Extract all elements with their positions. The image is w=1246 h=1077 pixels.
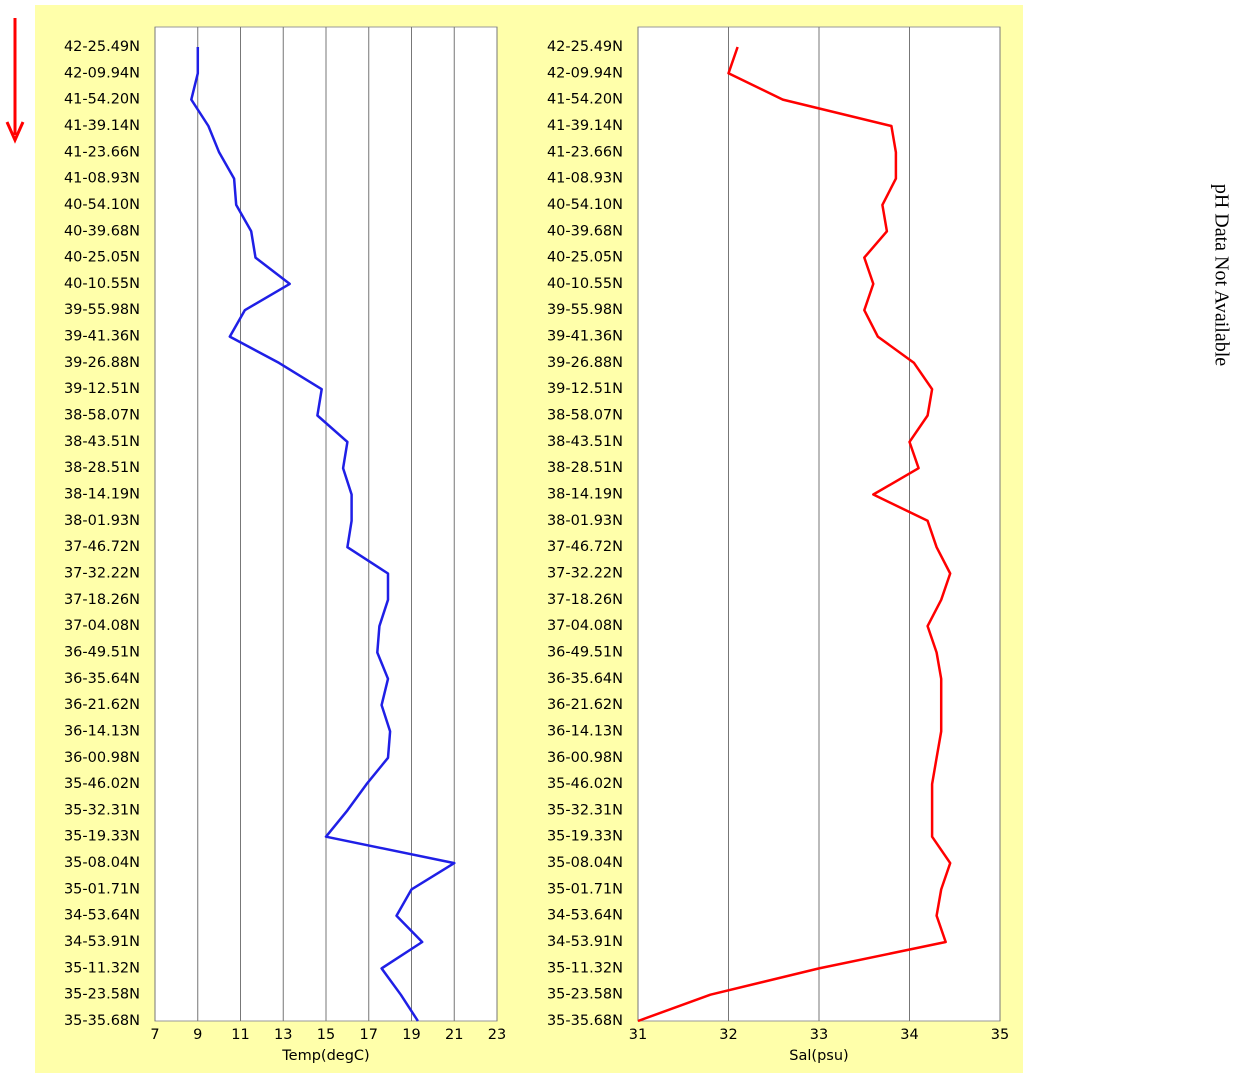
y-tick-label: 35-23.58N bbox=[547, 987, 623, 1003]
y-tick-label: 40-10.55N bbox=[547, 276, 623, 292]
y-tick-label: 42-25.49N bbox=[64, 39, 140, 55]
x-tick-label: 21 bbox=[445, 1027, 463, 1043]
y-tick-label: 40-25.05N bbox=[64, 250, 140, 266]
y-tick-label: 40-39.68N bbox=[64, 223, 140, 239]
y-tick-label: 41-39.14N bbox=[547, 118, 623, 134]
x-axis-title: Sal(psu) bbox=[789, 1048, 848, 1064]
x-axis-title: Temp(degC) bbox=[281, 1048, 369, 1064]
x-tick-label: 19 bbox=[402, 1027, 420, 1043]
y-tick-label: 34-53.64N bbox=[64, 908, 140, 924]
y-tick-label: 37-04.08N bbox=[64, 618, 140, 634]
y-tick-label: 42-09.94N bbox=[547, 65, 623, 81]
x-tick-label: 7 bbox=[150, 1027, 159, 1043]
y-tick-label: 36-00.98N bbox=[547, 750, 623, 766]
y-tick-label: 35-11.32N bbox=[547, 960, 623, 976]
y-tick-label: 37-18.26N bbox=[547, 592, 623, 608]
data-line bbox=[637, 46, 952, 1023]
y-tick-label: 36-00.98N bbox=[64, 750, 140, 766]
y-tick-label: 34-53.64N bbox=[547, 908, 623, 924]
y-tick-label: 39-41.36N bbox=[64, 329, 140, 345]
y-tick-label: 35-46.02N bbox=[64, 776, 140, 792]
y-tick-label: 40-54.10N bbox=[547, 197, 623, 213]
y-tick-label: 38-14.19N bbox=[547, 487, 623, 503]
y-tick-label: 34-53.91N bbox=[547, 934, 623, 950]
y-tick-label: 35-32.31N bbox=[547, 802, 623, 818]
y-tick-label: 38-28.51N bbox=[64, 460, 140, 476]
x-tick-label: 11 bbox=[231, 1027, 249, 1043]
x-tick-label: 13 bbox=[274, 1027, 292, 1043]
y-tick-label: 35-01.71N bbox=[547, 881, 623, 897]
x-tick-label: 23 bbox=[488, 1027, 506, 1043]
y-tick-label: 35-08.04N bbox=[547, 855, 623, 871]
y-tick-label: 37-32.22N bbox=[64, 565, 140, 581]
direction-arrow-head bbox=[5, 121, 25, 144]
y-tick-label: 39-12.51N bbox=[64, 381, 140, 397]
x-tick-label: 9 bbox=[193, 1027, 202, 1043]
y-tick-label: 38-14.19N bbox=[64, 487, 140, 503]
y-tick-label: 35-35.68N bbox=[64, 1013, 140, 1029]
y-tick-label: 38-58.07N bbox=[547, 408, 623, 424]
y-tick-label: 36-21.62N bbox=[547, 697, 623, 713]
y-tick-label: 35-08.04N bbox=[64, 855, 140, 871]
y-tick-label: 42-09.94N bbox=[64, 65, 140, 81]
y-tick-label: 40-54.10N bbox=[64, 197, 140, 213]
y-tick-label: 37-46.72N bbox=[64, 539, 140, 555]
y-tick-label: 35-19.33N bbox=[547, 829, 623, 845]
y-tick-label: 35-19.33N bbox=[64, 829, 140, 845]
y-tick-label: 38-43.51N bbox=[64, 434, 140, 450]
x-tick-label: 32 bbox=[719, 1027, 737, 1043]
y-tick-label: 36-21.62N bbox=[64, 697, 140, 713]
y-tick-label: 39-12.51N bbox=[547, 381, 623, 397]
y-tick-label: 38-28.51N bbox=[547, 460, 623, 476]
x-tick-label: 17 bbox=[360, 1027, 378, 1043]
x-tick-label: 33 bbox=[810, 1027, 828, 1043]
y-tick-label: 40-10.55N bbox=[64, 276, 140, 292]
y-tick-label: 35-23.58N bbox=[64, 987, 140, 1003]
data-line bbox=[190, 47, 456, 1022]
y-tick-label: 38-01.93N bbox=[64, 513, 140, 529]
y-tick-label: 38-01.93N bbox=[547, 513, 623, 529]
y-tick-label: 35-35.68N bbox=[547, 1013, 623, 1029]
x-tick-label: 31 bbox=[629, 1027, 647, 1043]
y-tick-label: 37-18.26N bbox=[64, 592, 140, 608]
y-tick-label: 41-39.14N bbox=[64, 118, 140, 134]
y-tick-label: 38-43.51N bbox=[547, 434, 623, 450]
y-tick-label: 39-41.36N bbox=[547, 329, 623, 345]
y-tick-label: 36-35.64N bbox=[547, 671, 623, 687]
y-tick-label: 36-49.51N bbox=[547, 644, 623, 660]
y-tick-label: 41-08.93N bbox=[547, 171, 623, 187]
y-tick-label: 37-04.08N bbox=[547, 618, 623, 634]
y-tick-label: 36-14.13N bbox=[547, 723, 623, 739]
x-tick-label: 34 bbox=[900, 1027, 918, 1043]
y-tick-label: 36-35.64N bbox=[64, 671, 140, 687]
y-tick-label: 35-46.02N bbox=[547, 776, 623, 792]
y-tick-label: 41-23.66N bbox=[547, 144, 623, 160]
note: pH Data Not Available bbox=[1210, 184, 1232, 366]
y-tick-label: 41-54.20N bbox=[64, 92, 140, 108]
y-tick-label: 39-55.98N bbox=[547, 302, 623, 318]
y-tick-label: 39-26.88N bbox=[64, 355, 140, 371]
y-tick-label: 42-25.49N bbox=[547, 39, 623, 55]
y-tick-label: 41-23.66N bbox=[64, 144, 140, 160]
y-tick-label: 35-01.71N bbox=[64, 881, 140, 897]
y-tick-label: 37-46.72N bbox=[547, 539, 623, 555]
y-tick-label: 35-11.32N bbox=[64, 960, 140, 976]
y-tick-label: 34-53.91N bbox=[64, 934, 140, 950]
y-tick-label: 37-32.22N bbox=[547, 565, 623, 581]
y-tick-label: 36-49.51N bbox=[64, 644, 140, 660]
y-tick-label: 36-14.13N bbox=[64, 723, 140, 739]
x-tick-label: 35 bbox=[991, 1027, 1009, 1043]
x-tick-label: 15 bbox=[317, 1027, 335, 1043]
y-tick-label: 35-32.31N bbox=[64, 802, 140, 818]
y-tick-label: 39-26.88N bbox=[547, 355, 623, 371]
y-tick-label: 41-08.93N bbox=[64, 171, 140, 187]
y-tick-label: 41-54.20N bbox=[547, 92, 623, 108]
y-tick-label: 38-58.07N bbox=[64, 408, 140, 424]
y-tick-label: 39-55.98N bbox=[64, 302, 140, 318]
y-tick-label: 40-25.05N bbox=[547, 250, 623, 266]
y-tick-label: 40-39.68N bbox=[547, 223, 623, 239]
